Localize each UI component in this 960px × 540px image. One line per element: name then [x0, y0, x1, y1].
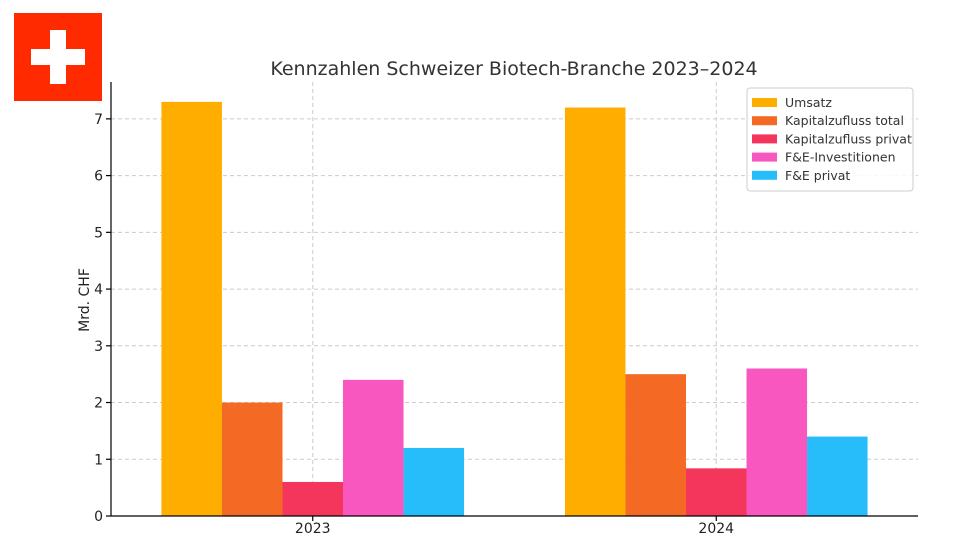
- legend-label: F&E-Investitionen: [785, 150, 896, 165]
- legend-box: [746, 87, 914, 192]
- bar: [403, 447, 465, 516]
- bar: [685, 468, 747, 516]
- legend-label: Umsatz: [785, 95, 832, 110]
- bar: [746, 368, 808, 516]
- legend-swatch: [752, 152, 777, 162]
- y-tick-label: 2: [94, 396, 103, 412]
- legend-swatch: [752, 170, 777, 180]
- y-tick-label: 3: [94, 339, 103, 355]
- bar: [625, 374, 686, 516]
- legend: Umsatz Kapitalzufluss total Kapitalzufluss…: [746, 87, 914, 192]
- bar-layer: [161, 101, 868, 517]
- y-tick-label: 0: [94, 509, 103, 525]
- legend-swatch: [752, 134, 777, 144]
- legend-label: Kapitalzufluss total: [785, 113, 904, 128]
- y-axis-label: Mrd. CHF: [77, 268, 93, 332]
- y-tick-label: 6: [94, 169, 103, 185]
- legend-swatch: [752, 98, 777, 107]
- x-tick-label: 2023: [295, 521, 331, 537]
- flag-cross-horizontal: [31, 49, 85, 65]
- bar: [282, 481, 344, 516]
- bar: [161, 101, 222, 517]
- legend-label: Kapitalzufluss privat: [785, 131, 912, 146]
- axis-layer: 0 1 2 3 4 5 6 7 2023 2024: [94, 82, 918, 537]
- swiss-flag-icon: [14, 13, 102, 101]
- bar: [343, 379, 404, 516]
- chart-title: Kennzahlen Schweizer Biotech-Branche 202…: [270, 58, 757, 80]
- legend-label: F&E privat: [785, 168, 850, 183]
- y-tick-label: 5: [94, 225, 103, 241]
- y-tick-label: 1: [94, 452, 103, 468]
- x-tick-label: 2024: [698, 521, 734, 537]
- y-tick-label: 7: [94, 112, 103, 128]
- bar: [807, 436, 868, 516]
- bar: [221, 402, 283, 516]
- y-tick-label: 4: [94, 282, 103, 298]
- bar: [564, 107, 626, 516]
- legend-swatch: [752, 116, 777, 126]
